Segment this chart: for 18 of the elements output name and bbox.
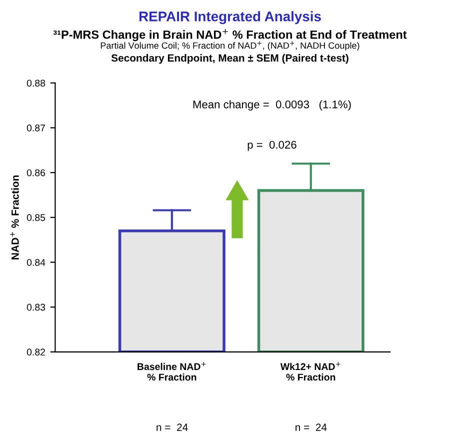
y-axis-title: NAD$^{+}$ % Fraction: [10, 175, 19, 260]
text: Partial Volume Coil; % Fraction of NAD$^{+}$, (NAD$^{+}$, NADH Couple): [100, 41, 360, 51]
y-tick-label: 0.86: [26, 169, 46, 176]
y-tick-label: 0.87: [26, 124, 45, 132]
text: Secondary Endpoint, Mean ± SEM (Paired t-test): [111, 54, 348, 64]
y-tick-label: 0.83: [26, 304, 46, 311]
text: n = 24: [296, 424, 327, 431]
text: n = 24: [156, 424, 188, 431]
chart-title: REPAIR Integrated Analysis: [139, 11, 321, 24]
annotation: p = 0.026: [248, 140, 296, 151]
y-tick-label: 0.85: [26, 214, 46, 222]
annotation: Mean change = 0.0093 (1.1%): [193, 100, 351, 111]
category-label: Baseline NAD$^{+}$ % Fraction: [138, 362, 206, 381]
y-tick-label: 0.84: [26, 258, 46, 266]
chart-subtitle: ³¹P-MRS Change in Brain NAD$^{+}$ % Fraction at End of Treatment: [53, 28, 407, 42]
y-tick-label: 0.88: [26, 80, 46, 87]
x-tick-label: Wk12+ NAD$^{+}$ % Fraction: [280, 362, 340, 381]
y-tick-label: 0.82: [26, 348, 45, 356]
